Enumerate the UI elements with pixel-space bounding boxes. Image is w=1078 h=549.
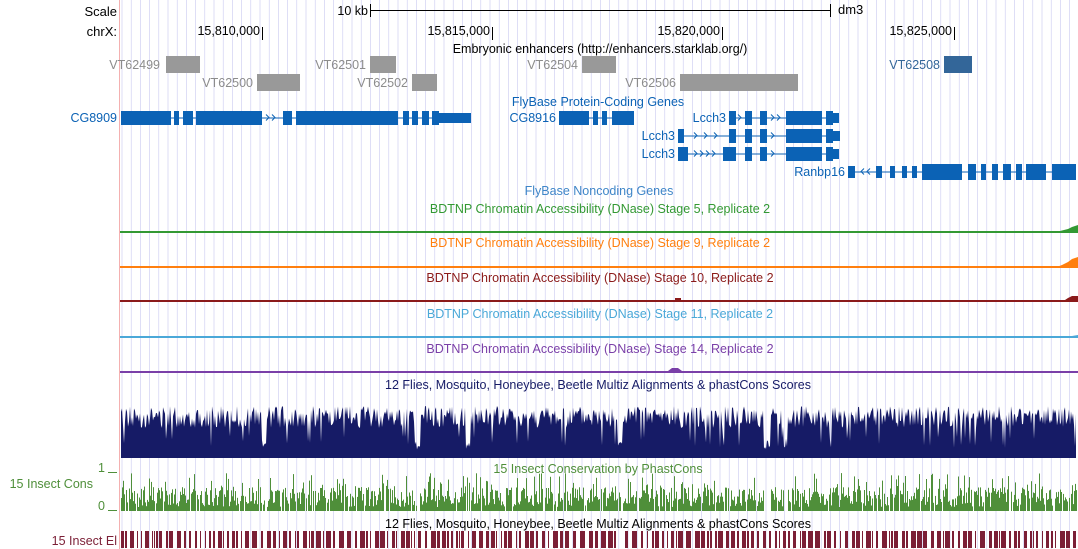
noncoding-track-title[interactable]: FlyBase Noncoding Genes bbox=[525, 184, 674, 198]
ruler-ticks bbox=[262, 27, 955, 40]
enhancer-feature[interactable]: VT62499 bbox=[109, 56, 200, 73]
phastcons-axis-min: 0 bbox=[98, 499, 105, 513]
gene-label: Lcch3 bbox=[642, 147, 675, 161]
enhancer-label: VT62504 bbox=[527, 58, 578, 72]
gene-lcch3-isoform[interactable]: Lcch3 bbox=[693, 111, 839, 125]
genes-track-title[interactable]: FlyBase Protein-Coding Genes bbox=[512, 95, 684, 109]
gene-cg8909[interactable]: CG8909 bbox=[70, 111, 471, 125]
gene-lcch3-isoform[interactable]: Lcch3 bbox=[642, 147, 839, 161]
multiz-track-title[interactable]: 12 Flies, Mosquito, Honeybee, Beetle Mul… bbox=[385, 378, 811, 392]
scale-bar-text: 10 kb bbox=[337, 4, 368, 18]
enhancer-label: VT62499 bbox=[109, 58, 160, 72]
gene-cg8916[interactable]: CG8916 bbox=[509, 111, 634, 125]
track-title: BDTNP Chromatin Accessibility (DNase) St… bbox=[427, 307, 773, 321]
assembly-label: dm3 bbox=[838, 2, 863, 17]
scale-label: Scale bbox=[84, 4, 117, 19]
signal-peak bbox=[675, 298, 681, 300]
signal-peak bbox=[1062, 296, 1078, 302]
scale-bar bbox=[370, 4, 831, 17]
enhancer-feature[interactable]: VT62501 bbox=[315, 56, 396, 73]
enhancer-feature[interactable]: VT62502 bbox=[357, 74, 437, 91]
enhancer-label: VT62500 bbox=[202, 76, 253, 90]
ruler-positions: 15,810,000 15,815,000 15,820,000 15,825,… bbox=[197, 24, 952, 38]
gene-label: CG8916 bbox=[509, 111, 556, 125]
enhancer-label: VT62506 bbox=[625, 76, 676, 90]
enhancer-feature[interactable]: VT62506 bbox=[625, 74, 798, 91]
gene-label: CG8909 bbox=[70, 111, 117, 125]
dnase-stage5-track[interactable]: BDTNP Chromatin Accessibility (DNase) St… bbox=[120, 202, 1078, 233]
signal-peak bbox=[1054, 257, 1078, 268]
track-title: BDTNP Chromatin Accessibility (DNase) St… bbox=[426, 342, 773, 356]
enhancer-label: VT62508 bbox=[889, 58, 940, 72]
conserved-elements-signal[interactable] bbox=[121, 531, 1076, 548]
gene-ranbp16[interactable]: Ranbp16 bbox=[794, 164, 1076, 180]
gene-label: Lcch3 bbox=[693, 111, 726, 125]
phastcons-axis-max: 1 bbox=[98, 461, 105, 475]
enhancer-feature[interactable]: VT62504 bbox=[527, 56, 616, 73]
signal-peak bbox=[668, 368, 682, 371]
gene-label: Lcch3 bbox=[642, 129, 675, 143]
enhancer-feature[interactable]: VT62500 bbox=[202, 74, 300, 91]
signal-peak bbox=[1064, 335, 1078, 338]
dnase-stage11-track[interactable]: BDTNP Chromatin Accessibility (DNase) St… bbox=[120, 307, 1078, 338]
elements-track-title[interactable]: 12 Flies, Mosquito, Honeybee, Beetle Mul… bbox=[385, 517, 811, 531]
signal-peak bbox=[1052, 225, 1078, 233]
ruler-position: 15,815,000 bbox=[427, 24, 490, 38]
enhancer-feature[interactable]: VT62508 bbox=[889, 56, 972, 73]
ruler-position: 15,810,000 bbox=[197, 24, 260, 38]
dnase-stage10-track[interactable]: BDTNP Chromatin Accessibility (DNase) St… bbox=[120, 271, 1078, 302]
enhancer-label: VT62501 bbox=[315, 58, 366, 72]
phastcons-track-title[interactable]: 15 Insect Conservation by PhastCons bbox=[493, 462, 702, 476]
gene-label: Ranbp16 bbox=[794, 165, 845, 179]
ruler-position: 15,825,000 bbox=[889, 24, 952, 38]
track-title: BDTNP Chromatin Accessibility (DNase) St… bbox=[426, 271, 773, 285]
phastcons-left-label[interactable]: 15 Insect Cons bbox=[10, 477, 93, 491]
chrom-label: chrX: bbox=[87, 24, 117, 39]
gene-lcch3-isoform[interactable]: Lcch3 bbox=[642, 129, 840, 143]
elements-left-label[interactable]: 15 Insect El bbox=[52, 534, 117, 548]
dnase-stage9-track[interactable]: BDTNP Chromatin Accessibility (DNase) St… bbox=[120, 236, 1078, 268]
enhancer-label: VT62502 bbox=[357, 76, 408, 90]
dnase-stage14-track[interactable]: BDTNP Chromatin Accessibility (DNase) St… bbox=[120, 342, 1078, 373]
phastcons-signal[interactable] bbox=[121, 473, 1077, 511]
multiz-conservation-signal[interactable] bbox=[121, 406, 1076, 458]
ruler-position: 15,820,000 bbox=[657, 24, 720, 38]
track-title: BDTNP Chromatin Accessibility (DNase) St… bbox=[430, 202, 770, 216]
track-title: BDTNP Chromatin Accessibility (DNase) St… bbox=[430, 236, 770, 250]
enhancers-track-title[interactable]: Embryonic enhancers (http://enhancers.st… bbox=[453, 42, 748, 56]
